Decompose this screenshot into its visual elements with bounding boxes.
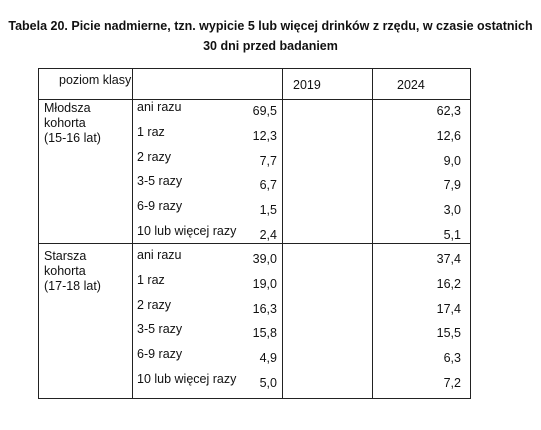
table-caption-line-2: 30 dni przed badaniem [203,39,338,53]
value-2024: 6,3 [443,351,461,366]
frequency-label: ani razu [137,248,182,262]
table-caption-line-1: Tabela 20. Picie nadmierne, tzn. wypicie… [8,19,533,33]
value-2019: 15,8 [252,326,277,341]
cohort-label: Młodsza kohorta (15-16 lat) [44,101,101,146]
value-2019: 7,7 [259,153,277,168]
value-2024: 3,0 [443,203,461,218]
value-2019: 19,0 [252,276,277,291]
value-2024: 17,4 [436,301,461,316]
value-2019: 5,0 [259,376,277,390]
frequency-label: 6-9 razy [137,347,183,362]
cohort-label-line: (17-18 lat) [44,279,101,293]
cohort-label-line: Młodsza [44,101,91,115]
frequency-label: 6-9 razy [137,199,183,214]
value-2019: 6,7 [259,178,277,193]
group-divider [39,243,470,244]
frequency-label: 3-5 razy [137,174,183,189]
cohort-label-line: (15-16 lat) [44,131,101,145]
value-2024: 16,2 [436,276,461,291]
frequency-label: 2 razy [137,297,172,312]
value-2024: 15,5 [436,326,461,341]
value-2024: 62,3 [436,104,461,118]
header-year-2024: 2024 [397,78,425,92]
value-2019: 1,5 [259,203,277,218]
frequency-label: 10 lub więcej razy [137,372,237,386]
frequency-label: 10 lub więcej razy [137,224,237,238]
value-2024: 12,6 [436,128,461,143]
frequency-label: 1 raz [137,124,165,139]
cohort-label-line: Starsza [44,249,87,263]
value-2024: 7,2 [443,376,461,390]
frequency-label: 1 raz [137,272,165,287]
value-2024: 7,9 [443,178,461,193]
value-2019: 12,3 [252,128,277,143]
column-divider [372,69,373,398]
value-2019: 69,5 [252,104,277,118]
value-2019: 2,4 [259,228,277,242]
header-year-2019: 2019 [293,78,321,92]
cohort-label-line: kohorta [44,264,86,278]
frequency-label: 3-5 razy [137,322,183,337]
table-caption: Tabela 20. Picie nadmierne, tzn. wypicie… [0,16,541,56]
value-2024: 37,4 [436,252,461,266]
value-2019: 4,9 [259,351,277,366]
cohort-label-line: kohorta [44,116,86,130]
column-divider [282,69,283,398]
value-2024: 5,1 [443,228,461,242]
header-group-column: poziom klasy [59,73,132,87]
cohort-label: Starsza kohorta (17-18 lat) [44,249,101,294]
value-2024: 9,0 [443,153,461,168]
header-divider [39,99,470,100]
frequency-label: ani razu [137,100,182,114]
value-2019: 16,3 [252,301,277,316]
column-divider [132,69,133,398]
value-2019: 39,0 [252,252,277,266]
frequency-label: 2 razy [137,149,172,164]
drinking-table: poziom klasy 2019 2024 Młodsza kohorta (15… [38,68,471,399]
